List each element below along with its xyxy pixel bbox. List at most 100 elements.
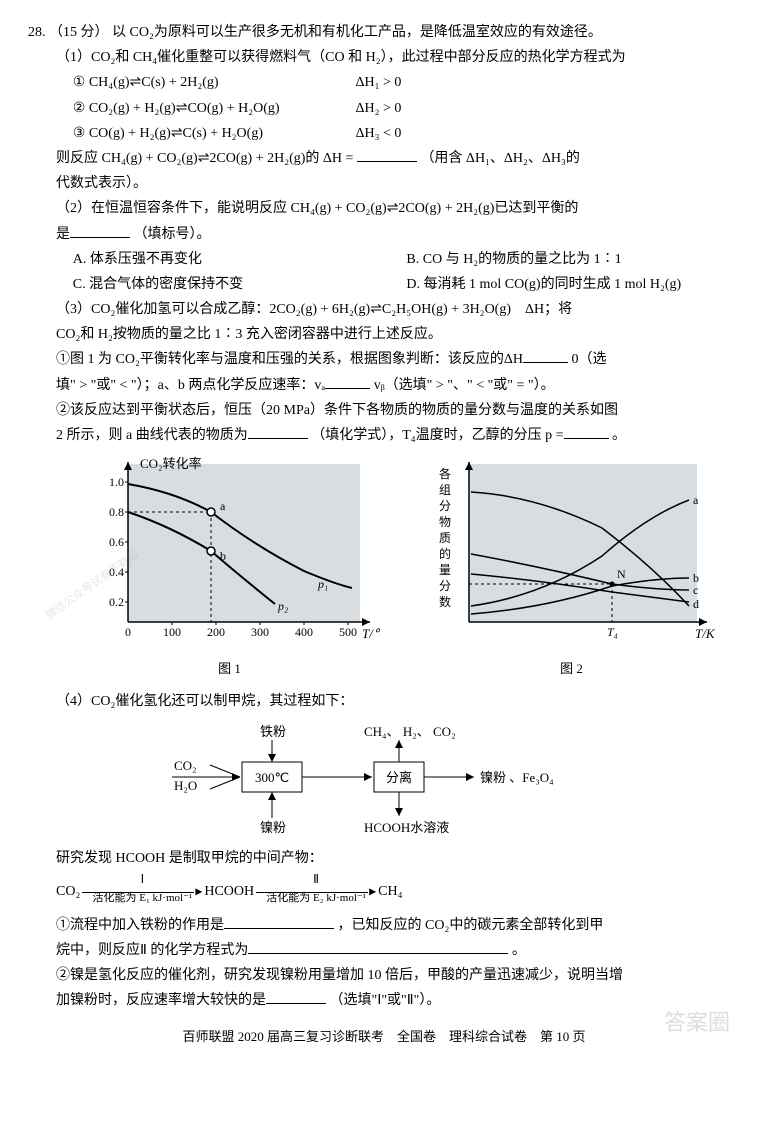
fig2-caption: 图 2 — [427, 657, 717, 680]
part-2-lead-b: 是 （填标号）。 — [28, 222, 740, 247]
part-3-s1c: 填" > "或" < "）；a、b 两点化学反应速率：vₐ vᵦ（选填" > "… — [28, 373, 740, 398]
svg-text:的: 的 — [439, 546, 451, 561]
blank-dh[interactable] — [357, 147, 417, 162]
opt-a: A. 体系压强不再变化 — [73, 247, 407, 272]
svg-text:a: a — [693, 493, 699, 507]
blank-a-substance[interactable] — [248, 424, 308, 439]
fig2-svg: 各组分 物质的 量分数 T/K a b c d N — [427, 456, 717, 646]
blank-dh-sign[interactable] — [523, 348, 568, 363]
chain1-bot: 活化能为 E₁ kJ·mol⁻¹ — [82, 889, 202, 909]
part-4-lead: （4）CO₂催化氢化还可以制甲烷，其过程如下： — [28, 689, 740, 714]
svg-text:各: 各 — [439, 466, 451, 481]
p4-q1c: 烷中，则反应Ⅱ 的化学方程式为 。 — [28, 938, 740, 963]
eq3-left: ③ CO(g) + H₂(g)⇌C(s) + H₂O(g) — [73, 121, 353, 146]
blank-p[interactable] — [564, 424, 609, 439]
svg-text:数: 数 — [439, 594, 451, 609]
flow-box1: 300℃ — [255, 770, 289, 785]
flow-out-bot: HCOOH水溶液 — [364, 820, 449, 835]
eq3-dh: ΔH₃ < 0 — [356, 126, 402, 141]
question-stem: 以 CO₂为原料可以生产很多无机和有机化工产品，是降低温室效应的有效途径。 — [112, 25, 602, 40]
svg-text:100: 100 — [163, 625, 181, 639]
svg-text:N: N — [617, 567, 626, 581]
chain-end: CH₄ — [378, 879, 402, 904]
fig1-svg: 0.2 0.4 0.6 0.8 1.0 0 100 200 300 400 50… — [80, 456, 380, 646]
part-2-lead-a: （2）在恒温恒容条件下，能说明反应 CH₄(g) + CO₂(g)⇌2CO(g)… — [28, 196, 740, 221]
blank-eq2[interactable] — [248, 939, 508, 954]
fig1-caption: 图 1 — [80, 657, 380, 680]
svg-text:质: 质 — [439, 531, 451, 545]
p1-tail-b: （用含 ΔH₁、ΔH₂、ΔH₃的 — [420, 151, 579, 166]
eq1-dh: ΔH₁ > 0 — [356, 75, 402, 90]
p4q1a: ①流程中加入铁粉的作用是 — [56, 918, 224, 933]
svg-text:300: 300 — [251, 625, 269, 639]
p3s1b: 0（选 — [571, 352, 606, 367]
eq2: ② CO₂(g) + H₂(g)⇌CO(g) + H₂O(g) ΔH₂ > 0 — [28, 96, 740, 121]
svg-text:p₂: p₂ — [277, 599, 288, 613]
svg-text:0.4: 0.4 — [109, 565, 124, 579]
flow-out-top: CH₄、 H₂、 CO₂ — [364, 724, 456, 739]
blank-iron-role[interactable] — [224, 914, 334, 929]
chain2-top: Ⅱ — [256, 869, 376, 891]
question-number: 28. — [28, 25, 46, 40]
svg-text:组: 组 — [439, 483, 451, 497]
p4q1b: ，已知反应的 CO₂中的碳元素全部转化到甲 — [338, 918, 604, 933]
p3s2b: 2 所示，则 a 曲线代表的物质为 — [56, 428, 248, 443]
blank-p2[interactable] — [70, 223, 130, 238]
fig1-xticks: 0 100 200 300 400 500 — [125, 622, 357, 639]
svg-text:1.0: 1.0 — [109, 475, 124, 489]
question-points: （15 分） — [49, 25, 109, 40]
eq3: ③ CO(g) + H₂(g)⇌C(s) + H₂O(g) ΔH₃ < 0 — [28, 121, 740, 146]
flow-out-right: 镍粉 、Fe₃O₄ — [480, 770, 554, 785]
p4q1c: 烷中，则反应Ⅱ 的化学方程式为 — [56, 943, 248, 958]
fig2-xlabel: T/K — [695, 626, 716, 641]
flow-iron: 铁粉 — [260, 724, 286, 739]
svg-text:a: a — [220, 499, 226, 513]
p2-lc: （填标号）。 — [134, 227, 211, 242]
fig1-ylabel: CO₂转化率 — [140, 456, 202, 471]
svg-text:d: d — [693, 597, 699, 611]
fig2-ylabel: 各组分 物质的 量分数 — [439, 466, 451, 609]
p1-tail-c: 代数式表示）。 — [28, 171, 740, 196]
part-3-s2a: ②该反应达到平衡状态后，恒压（20 MPa）条件下各物质的物质的量分数与温度的关… — [28, 398, 740, 423]
p4q1d: 。 — [512, 943, 526, 958]
chain-start: CO₂ — [56, 879, 80, 904]
svg-text:0.2: 0.2 — [109, 595, 124, 609]
flow-ni: 镍粉 — [260, 820, 286, 835]
p4-q1: ①流程中加入铁粉的作用是 ，已知反应的 CO₂中的碳元素全部转化到甲 — [28, 913, 740, 938]
svg-text:量: 量 — [439, 563, 451, 577]
fig1-yticks: 0.2 0.4 0.6 0.8 1.0 — [109, 475, 128, 609]
opt-d: D. 每消耗 1 mol CO(g)的同时生成 1 mol H₂(g) — [406, 272, 740, 297]
chain2-bot: 活化能为 E₂ kJ·mol⁻¹ — [256, 889, 376, 909]
chain-mid: HCOOH — [204, 879, 254, 904]
svg-text:CO₂: CO₂ — [174, 758, 197, 773]
opt-row-ab: A. 体系压强不再变化 B. CO 与 H₂的物质的量之比为 1∶1 — [28, 247, 740, 272]
p4q2c: （选填"Ⅰ"或"Ⅱ"）。 — [330, 993, 441, 1008]
chain1-top: Ⅰ — [82, 869, 202, 891]
blank-vab[interactable] — [325, 374, 370, 389]
svg-text:0: 0 — [125, 625, 131, 639]
figures-row: 微信公众号试卷下载站 0.2 0.4 0.6 0.8 1.0 — [28, 456, 740, 681]
p3s1a: ①图 1 为 CO₂平衡转化率与温度和压强的关系，根据图象判断：该反应的ΔH — [56, 352, 523, 367]
svg-text:400: 400 — [295, 625, 313, 639]
eq2-left: ② CO₂(g) + H₂(g)⇌CO(g) + H₂O(g) — [73, 96, 353, 121]
p3s1c: 填" > "或" < "）；a、b 两点化学反应速率：vₐ — [56, 378, 325, 393]
p4q2b: 加镍粉时，反应速率增大较快的是 — [56, 993, 266, 1008]
part-3-s2b: 2 所示，则 a 曲线代表的物质为 （填化学式），T₄温度时，乙醇的分压 p =… — [28, 423, 740, 448]
p3s2d: 。 — [612, 428, 626, 443]
svg-text:H₂O: H₂O — [174, 778, 197, 793]
part-1-lead: （1）CO₂和 CH₄催化重整可以获得燃料气（CO 和 H₂），此过程中部分反应… — [28, 45, 740, 70]
part-3-lead-b: CO₂和 H₂按物质的量之比 1∶3 充入密闭容器中进行上述反应。 — [28, 322, 740, 347]
eq1-left: ① CH₄(g)⇌C(s) + 2H₂(g) — [73, 70, 353, 95]
svg-text:200: 200 — [207, 625, 225, 639]
p2-lb: 是 — [56, 227, 70, 242]
svg-text:b: b — [220, 549, 226, 563]
svg-text:c: c — [693, 583, 698, 597]
fig1-xlabel: T/℃ — [362, 626, 380, 641]
svg-text:分: 分 — [439, 579, 451, 593]
opt-c: C. 混合气体的密度保持不变 — [73, 272, 407, 297]
opt-b: B. CO 与 H₂的物质的量之比为 1∶1 — [406, 247, 740, 272]
eq1: ① CH₄(g)⇌C(s) + 2H₂(g) ΔH₁ > 0 — [28, 70, 740, 95]
svg-text:500: 500 — [339, 625, 357, 639]
blank-fast[interactable] — [266, 989, 326, 1004]
figure-1: 0.2 0.4 0.6 0.8 1.0 0 100 200 300 400 50… — [80, 456, 380, 681]
